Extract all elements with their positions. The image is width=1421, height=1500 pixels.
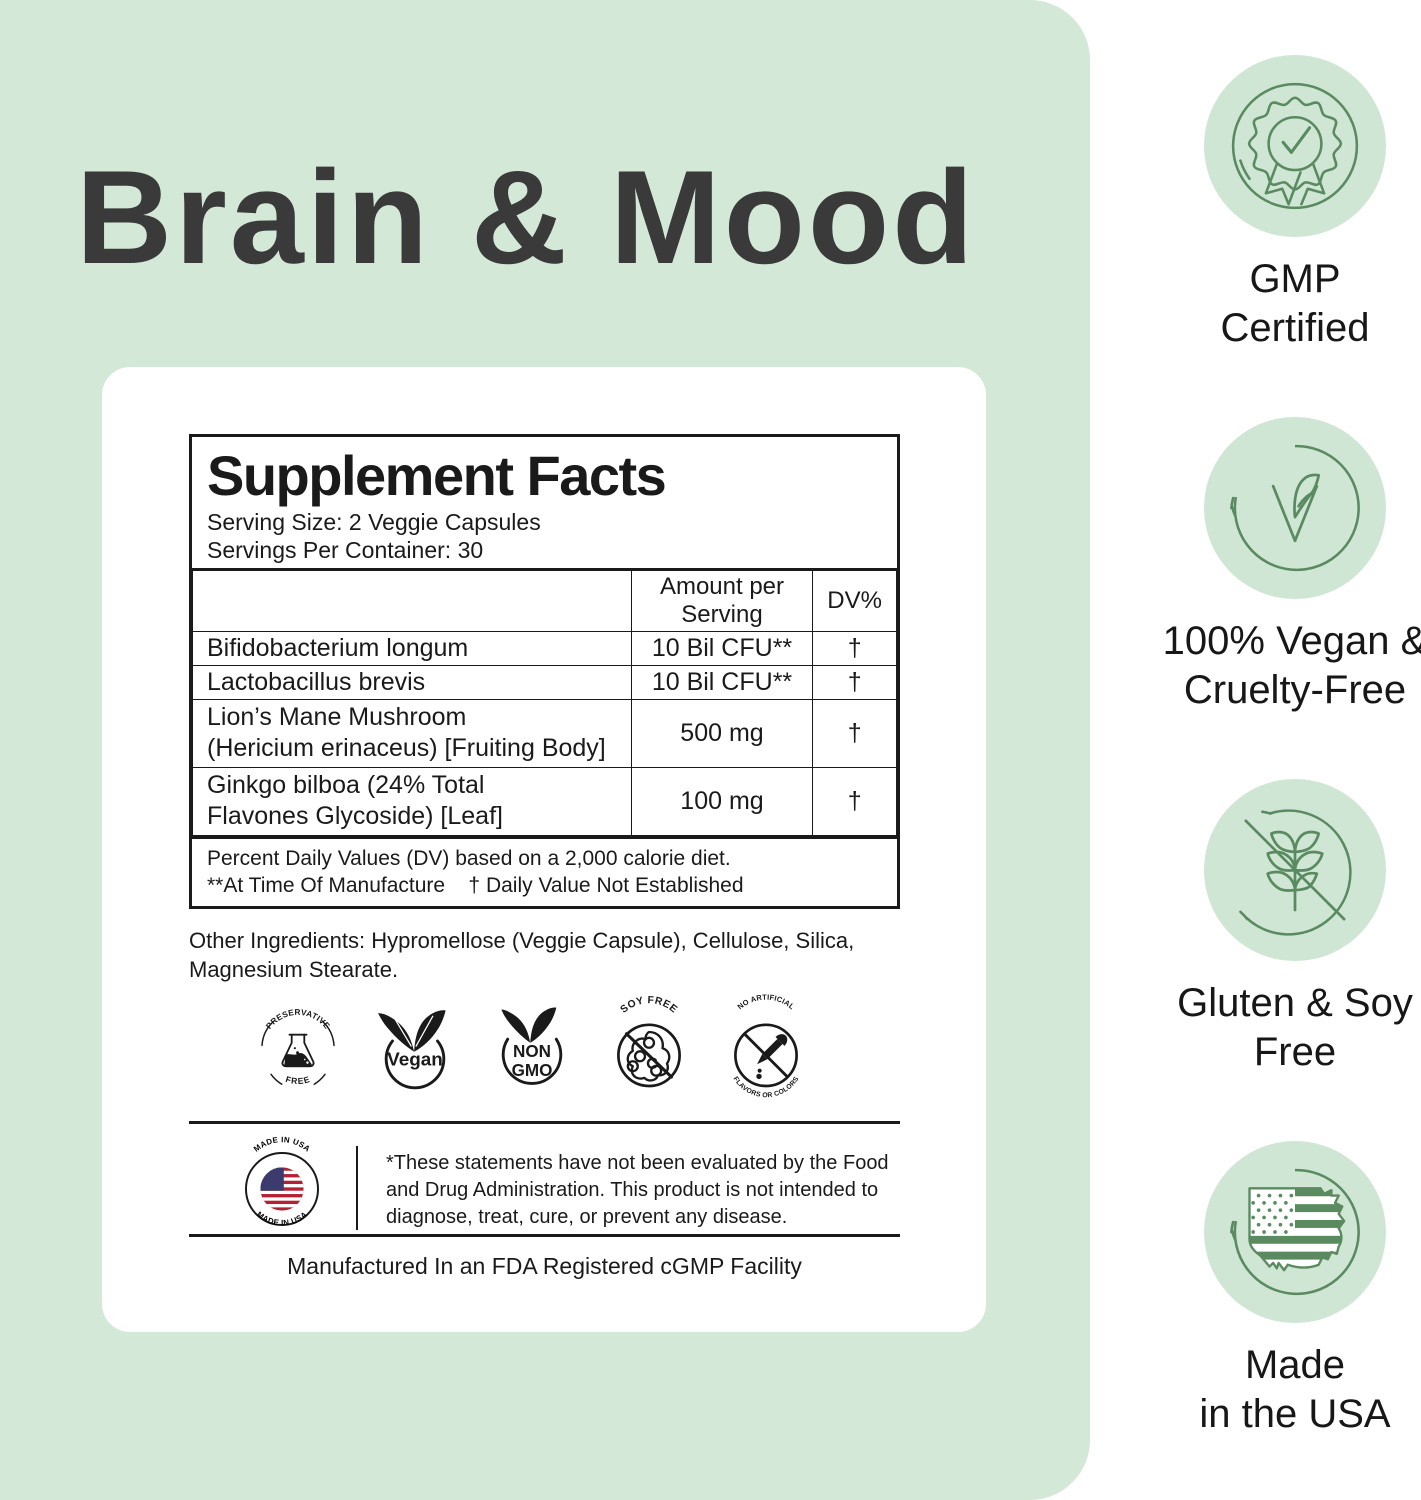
svg-text:NO ARTIFICIAL: NO ARTIFICIAL [736,993,797,1012]
svg-text:Vegan: Vegan [387,1049,443,1070]
svg-text:FREE: FREE [284,1074,311,1086]
svg-text:MADE IN USA: MADE IN USA [252,1135,312,1154]
svg-text:NON: NON [513,1042,551,1061]
svg-text:GMO: GMO [512,1061,553,1080]
svg-text:SOY FREE: SOY FREE [619,995,680,1016]
svg-text:PRESERVATIVE: PRESERVATIVE [264,1008,331,1031]
